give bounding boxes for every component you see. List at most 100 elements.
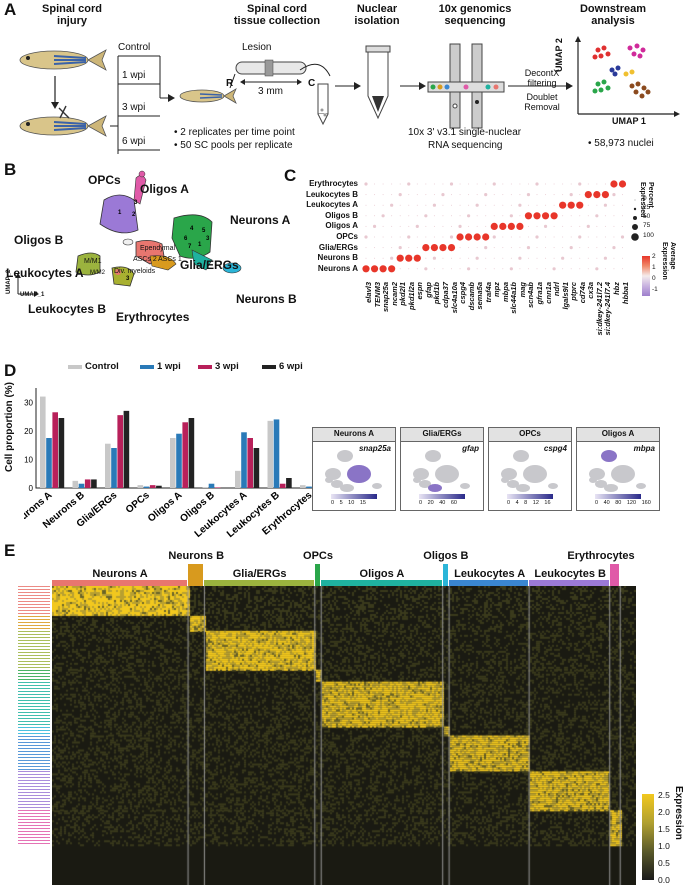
svg-text:3: 3: [134, 200, 138, 206]
dot-mark: [603, 203, 607, 207]
dot-mark: [416, 215, 418, 217]
dot-mark: [391, 236, 393, 238]
dot-mark: [451, 257, 452, 259]
dot-mark: [510, 194, 512, 196]
dot-mark: [596, 225, 598, 227]
dot-mark: [451, 194, 452, 196]
feature-cluster-mark: [331, 480, 343, 488]
dot-mark: [459, 247, 461, 249]
dot-mark: [379, 265, 387, 273]
dotplot-gene-label: elavl3: [364, 282, 373, 303]
dot-mark: [559, 201, 567, 209]
dot-mark: [536, 268, 538, 270]
dot-mark: [365, 225, 367, 227]
dot-mark: [451, 268, 452, 270]
dot-mark: [424, 214, 428, 218]
heatmap-gene-label-block: [18, 630, 50, 670]
dot-mark: [622, 194, 623, 196]
dot-mark: [391, 247, 393, 249]
dot-mark: [433, 236, 435, 238]
dot-mark: [485, 183, 487, 185]
bar-legend-label: 6 wpi: [279, 361, 303, 372]
dot-mark: [425, 183, 427, 185]
dot-mark: [449, 182, 454, 186]
dot-mark: [485, 268, 487, 270]
sub-label-m-m1: M/M1: [84, 258, 102, 265]
feature-cluster-mark: [595, 480, 607, 488]
feature-scale-ticks: 0 40 80 120 160: [595, 500, 651, 506]
dot-mark: [535, 182, 539, 186]
dot-mark: [451, 204, 452, 206]
avg-legend-tick: -1: [652, 286, 658, 293]
dot-mark: [502, 268, 504, 270]
dot-mark: [396, 254, 404, 262]
feature-plot-title: Oligos A: [601, 429, 635, 438]
sequencing-chip-icon: [427, 43, 505, 129]
dot-mark: [432, 203, 436, 207]
dot-mark: [374, 194, 376, 196]
dot-mark: [459, 183, 461, 185]
zebrafish-icon: [19, 49, 107, 71]
dot-mark: [364, 235, 368, 239]
injured-zebrafish-icon: [19, 105, 107, 137]
dot-mark: [467, 267, 471, 271]
dotplot-row-label: Leukocytes B: [305, 189, 358, 199]
dot-mark: [425, 225, 427, 227]
feature-cluster-mark: [435, 465, 459, 483]
feature-cluster-mark: [548, 483, 558, 489]
feature-cluster-mark: [589, 477, 597, 483]
dot-mark: [604, 215, 606, 217]
feature-cluster-mark: [347, 465, 371, 483]
heatmap-gene-label-block: [18, 586, 50, 616]
dot-mark: [458, 224, 462, 228]
feature-scale-gradient: [419, 494, 465, 499]
seq-caption-2: RNA sequencing: [428, 140, 503, 151]
bar-mark: [156, 485, 162, 488]
dot-mark: [553, 236, 555, 238]
pct-legend-dots: [631, 199, 639, 241]
dot-mark: [502, 204, 504, 206]
dot-mark: [543, 224, 548, 228]
umap-cluster-plot: 1 2 3 4 5 6 7 1 3 3: [15, 170, 242, 297]
dot-mark: [399, 183, 401, 185]
dot-mark: [467, 214, 471, 218]
heatmap-legend-gradient: [642, 794, 654, 880]
dot-mark: [613, 215, 615, 217]
dot-mark: [408, 225, 410, 227]
dot-mark: [433, 215, 435, 217]
panel-letter-e: E: [4, 541, 16, 560]
dot-mark: [485, 215, 487, 217]
dot-mark: [596, 204, 598, 206]
heatmap-group-label: Oligos A: [359, 568, 405, 580]
heatmap-legend-tick: 1.0: [658, 841, 670, 851]
dot-mark: [485, 225, 487, 227]
dot-mark: [587, 236, 589, 238]
bar-mark: [78, 483, 85, 488]
panel-letter-d: D: [4, 361, 17, 380]
bar-mark: [123, 410, 130, 488]
dotplot: [362, 180, 627, 273]
dot-mark: [416, 268, 418, 270]
dot-mark: [584, 191, 592, 199]
feature-cluster-mark: [516, 484, 530, 492]
dot-mark: [578, 182, 582, 186]
dot-mark: [562, 225, 564, 227]
feature-plot-header: [401, 428, 483, 442]
bar-mark: [72, 480, 79, 488]
bar-mark: [182, 422, 188, 488]
svg-text:6: 6: [184, 236, 188, 242]
nuclei-count: • 58,973 nuclei: [588, 138, 654, 149]
dot-mark: [524, 212, 533, 220]
feature-cluster-mark: [460, 483, 470, 489]
bar-mark: [235, 470, 241, 488]
dot-mark: [613, 268, 615, 270]
dotplot-gene-label: ptprc: [569, 282, 579, 301]
dot-mark: [518, 203, 522, 207]
dot-mark: [499, 222, 507, 230]
dot-mark: [545, 236, 547, 238]
control-label: Control: [118, 42, 151, 53]
dot-mark: [519, 236, 521, 238]
dot-mark: [468, 257, 470, 259]
cluster-label-neurons-b: Neurons B: [236, 292, 297, 306]
dot-mark: [613, 236, 615, 238]
